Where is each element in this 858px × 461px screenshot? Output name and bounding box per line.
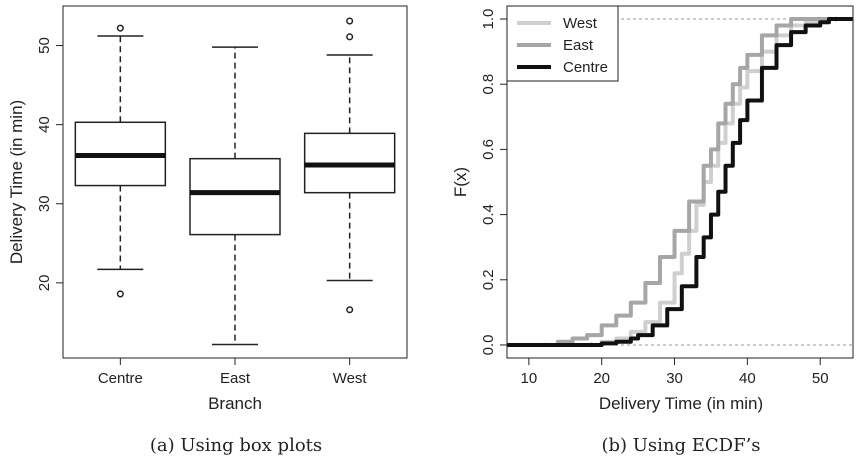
ecdf-y-tick-label: 0.8 bbox=[480, 74, 497, 95]
ecdf-x-tick-label: 10 bbox=[521, 370, 538, 387]
ecdf-y-tick-label: 1.0 bbox=[480, 9, 497, 30]
ecdf-caption: (b) Using ECDF’s bbox=[601, 435, 760, 456]
ecdf-endpoint-centre bbox=[834, 16, 839, 22]
boxplot-axes: 20 30 40 50 Centre East West bbox=[36, 37, 367, 387]
box-east bbox=[189, 46, 281, 346]
ecdf-line-west bbox=[507, 17, 853, 347]
ecdf-y-tick-label: 0.6 bbox=[480, 139, 497, 160]
ecdf-x-tick-label: 30 bbox=[666, 370, 683, 387]
ecdf-legend-label-centre: Centre bbox=[563, 59, 608, 76]
ecdf-y-tick-label: 0.2 bbox=[480, 269, 497, 290]
box-west bbox=[303, 17, 396, 314]
ecdf-series-group bbox=[507, 16, 853, 348]
boxplot-y-tick-label: 20 bbox=[36, 275, 53, 292]
boxplot-y-tick-label: 30 bbox=[36, 195, 53, 212]
box-outlier-point bbox=[116, 290, 124, 298]
boxplot-x-axis-label: Branch bbox=[208, 394, 262, 413]
ecdf-legend-label-east: East bbox=[563, 37, 594, 54]
ecdf-x-axis-label: Delivery Time (in min) bbox=[599, 394, 763, 413]
box-centre bbox=[74, 24, 167, 298]
ecdf-legend: West East Centre bbox=[506, 5, 619, 82]
boxplot-boxes bbox=[74, 17, 396, 346]
box-outlier-point bbox=[346, 306, 354, 314]
ecdf-line-centre bbox=[507, 17, 853, 347]
ecdf-legend-label-west: West bbox=[563, 15, 598, 32]
ecdf-y-axis-label: F(x) bbox=[451, 167, 470, 197]
boxplot-y-tick-label: 40 bbox=[36, 116, 53, 133]
box-iqr bbox=[189, 157, 281, 236]
ecdf-y-tick-label: 0.4 bbox=[480, 204, 497, 225]
ecdf-x-tick-label: 50 bbox=[812, 370, 829, 387]
ecdf-endpoint-east bbox=[816, 16, 821, 22]
ecdf-axes: 10 20 30 40 50 0.0 0.2 0.4 0.6 0.8 1.0 bbox=[480, 9, 829, 387]
boxplot-y-axis-label: Delivery Time (in min) bbox=[7, 100, 26, 264]
box-outlier-point bbox=[116, 24, 124, 32]
box-outlier-point bbox=[346, 33, 354, 41]
ecdf-endpoint-centre bbox=[589, 342, 594, 348]
boxplot-x-tick-label: West bbox=[333, 370, 368, 387]
ecdf-panel: 10 20 30 40 50 0.0 0.2 0.4 0.6 0.8 1.0 West East Cen… bbox=[451, 5, 854, 456]
box-outlier-point bbox=[346, 17, 354, 25]
boxplot-x-tick-label: Centre bbox=[98, 370, 143, 387]
boxplot-caption: (a) Using box plots bbox=[150, 435, 322, 456]
ecdf-y-tick-label: 0.0 bbox=[480, 335, 497, 356]
ecdf-x-tick-label: 20 bbox=[593, 370, 610, 387]
boxplot-panel: 20 30 40 50 Centre East West Branch Delivery T… bbox=[7, 5, 408, 456]
ecdf-plot-frame bbox=[506, 5, 854, 359]
ecdf-x-tick-label: 40 bbox=[739, 370, 756, 387]
ecdf-line-east bbox=[507, 17, 853, 347]
boxplot-x-tick-label: East bbox=[220, 370, 251, 387]
boxplot-y-tick-label: 50 bbox=[36, 37, 53, 54]
